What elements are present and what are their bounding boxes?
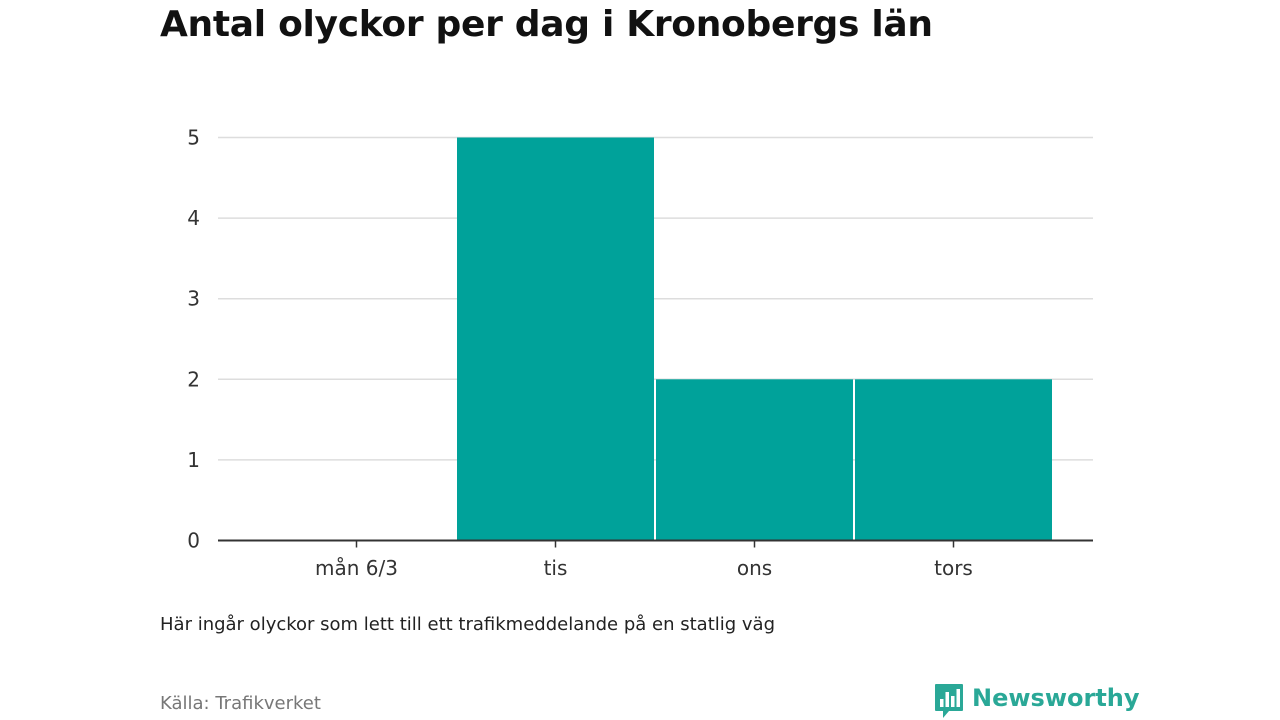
x-tick-label: tors	[934, 556, 973, 580]
newsworthy-logo-icon	[935, 684, 963, 718]
x-tick-label: mån 6/3	[315, 556, 398, 580]
bar	[656, 379, 853, 541]
y-tick-label: 5	[187, 126, 200, 150]
newsworthy-brand: Newsworthy	[934, 683, 1140, 719]
tick-labels: 0 1 2 3 4 5 mån 6/3 tis ons tors	[187, 126, 973, 581]
source-label: Källa: Trafikverket	[160, 693, 321, 714]
y-tick-label: 1	[187, 448, 200, 472]
y-tick-label: 3	[187, 287, 200, 311]
y-tick-label: 0	[187, 529, 200, 553]
x-tick-label: ons	[737, 556, 772, 580]
page-title: Antal olyckor per dag i Kronobergs län	[160, 4, 933, 45]
chart-note: Här ingår olyckor som lett till ett traf…	[160, 614, 776, 635]
y-tick-label: 4	[187, 206, 200, 230]
bar	[855, 379, 1052, 541]
x-tick-label: tis	[544, 556, 568, 580]
bar	[457, 137, 654, 541]
brand-name: Newsworthy	[972, 684, 1140, 712]
axes	[218, 539, 1093, 548]
y-tick-label: 2	[187, 367, 200, 391]
bars	[457, 137, 1052, 541]
